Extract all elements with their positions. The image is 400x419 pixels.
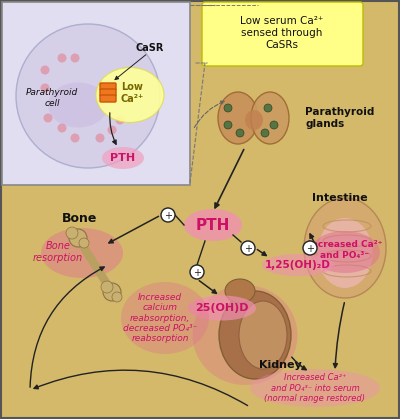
Text: PTH: PTH bbox=[196, 217, 230, 233]
Ellipse shape bbox=[218, 92, 258, 144]
Circle shape bbox=[66, 227, 78, 239]
Circle shape bbox=[58, 124, 66, 132]
Ellipse shape bbox=[225, 279, 255, 303]
Ellipse shape bbox=[251, 92, 289, 144]
FancyBboxPatch shape bbox=[100, 83, 116, 90]
Circle shape bbox=[224, 104, 232, 112]
Circle shape bbox=[303, 241, 317, 255]
Ellipse shape bbox=[239, 301, 287, 369]
Circle shape bbox=[79, 238, 89, 248]
Ellipse shape bbox=[48, 83, 108, 127]
Text: +: + bbox=[306, 243, 314, 253]
Circle shape bbox=[112, 292, 122, 302]
Ellipse shape bbox=[318, 218, 372, 288]
Ellipse shape bbox=[41, 228, 123, 278]
Text: +: + bbox=[164, 210, 172, 220]
Ellipse shape bbox=[262, 254, 334, 276]
Circle shape bbox=[241, 241, 255, 255]
Text: Increased
calcium
reabsorption,
decreased PO₄³⁻
reabsorption: Increased calcium reabsorption, decrease… bbox=[123, 293, 197, 343]
Text: Increased Ca²⁺
and PO₄³⁻: Increased Ca²⁺ and PO₄³⁻ bbox=[308, 241, 382, 260]
Circle shape bbox=[58, 54, 66, 62]
Ellipse shape bbox=[250, 369, 380, 407]
Text: Intestine: Intestine bbox=[312, 193, 368, 203]
Circle shape bbox=[236, 129, 244, 137]
Circle shape bbox=[101, 281, 113, 293]
Circle shape bbox=[40, 83, 50, 93]
Text: Increased Ca²⁺
and PO₄³⁻ into serum
(normal range restored): Increased Ca²⁺ and PO₄³⁻ into serum (nor… bbox=[264, 373, 366, 403]
Text: Bone
resorption: Bone resorption bbox=[33, 241, 83, 263]
Text: 25(OH)D: 25(OH)D bbox=[195, 303, 249, 313]
Circle shape bbox=[224, 121, 232, 129]
Text: Low serum Ca²⁺
sensed through
CaSRs: Low serum Ca²⁺ sensed through CaSRs bbox=[240, 16, 324, 49]
Text: Bone: Bone bbox=[62, 212, 98, 225]
Circle shape bbox=[270, 121, 278, 129]
Ellipse shape bbox=[121, 282, 209, 354]
Ellipse shape bbox=[96, 67, 164, 122]
Ellipse shape bbox=[192, 285, 298, 385]
Circle shape bbox=[44, 114, 52, 122]
Ellipse shape bbox=[102, 147, 144, 169]
Circle shape bbox=[70, 54, 80, 62]
Circle shape bbox=[103, 283, 121, 301]
Circle shape bbox=[70, 134, 80, 142]
Circle shape bbox=[16, 24, 160, 168]
FancyBboxPatch shape bbox=[202, 2, 363, 66]
Text: 1,25(OH)₂D: 1,25(OH)₂D bbox=[265, 260, 331, 270]
FancyBboxPatch shape bbox=[100, 95, 116, 102]
Circle shape bbox=[261, 129, 269, 137]
Circle shape bbox=[96, 134, 104, 142]
Text: PTH: PTH bbox=[110, 153, 136, 163]
FancyBboxPatch shape bbox=[100, 89, 116, 96]
Circle shape bbox=[108, 126, 116, 134]
Circle shape bbox=[69, 229, 87, 247]
Ellipse shape bbox=[219, 291, 291, 379]
Text: Kidney: Kidney bbox=[259, 360, 301, 370]
Circle shape bbox=[40, 65, 50, 75]
Circle shape bbox=[161, 208, 175, 222]
Ellipse shape bbox=[304, 198, 386, 298]
Text: Parathyroid
cell: Parathyroid cell bbox=[26, 88, 78, 108]
Circle shape bbox=[116, 116, 124, 124]
Ellipse shape bbox=[184, 209, 242, 241]
Text: CaSR: CaSR bbox=[136, 43, 164, 53]
Bar bbox=[2, 2, 190, 185]
Ellipse shape bbox=[245, 110, 263, 130]
Circle shape bbox=[264, 104, 272, 112]
Ellipse shape bbox=[310, 231, 380, 273]
Text: +: + bbox=[193, 267, 201, 277]
Circle shape bbox=[190, 265, 204, 279]
Text: +: + bbox=[244, 243, 252, 253]
Text: Low
Ca²⁺: Low Ca²⁺ bbox=[120, 82, 144, 104]
Ellipse shape bbox=[188, 295, 256, 321]
Text: Parathyroid
glands: Parathyroid glands bbox=[305, 107, 374, 129]
